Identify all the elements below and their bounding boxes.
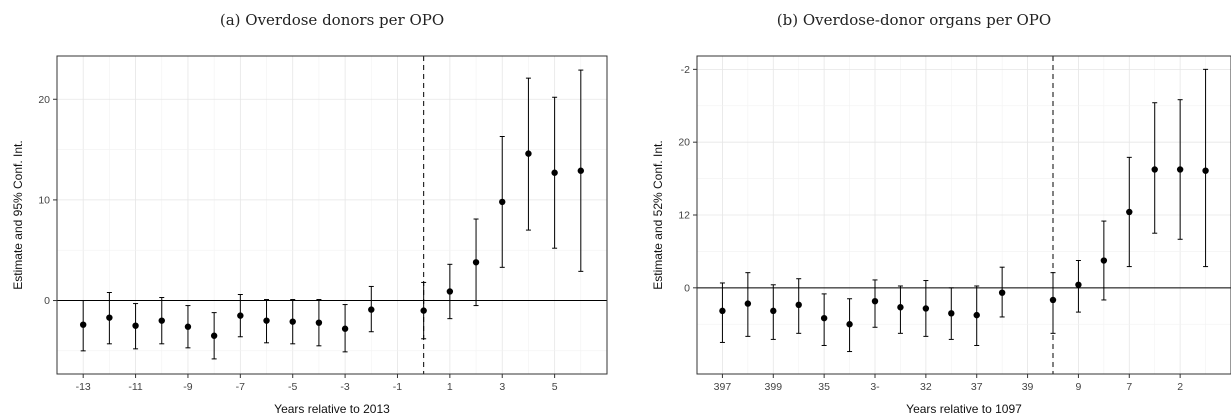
panel-a-title: (a) Overdose donors per OPO	[220, 11, 444, 29]
x-tick-label: 32	[920, 381, 932, 393]
point-estimate	[820, 314, 828, 322]
point-estimate	[998, 289, 1006, 296]
y-tick-label: 20	[38, 94, 50, 106]
point-estimate	[237, 312, 244, 319]
x-tick-label: -9	[183, 381, 192, 393]
point-estimate	[368, 306, 375, 313]
x-tick-label: -13	[76, 381, 91, 393]
point-estimate	[341, 325, 349, 332]
point-estimate	[770, 307, 777, 315]
point-estimate	[1126, 208, 1133, 216]
point-estimate	[744, 300, 752, 307]
point-estimate	[106, 314, 113, 321]
panel-a-marks	[57, 56, 607, 374]
x-tick-label: 399	[765, 381, 783, 393]
x-tick-label: 2	[1177, 381, 1183, 393]
y-tick-label: 10	[38, 194, 50, 206]
point-estimate	[446, 288, 454, 295]
point-estimate	[871, 297, 879, 305]
point-estimate	[525, 150, 532, 157]
point-estimate	[577, 167, 585, 174]
point-estimate	[315, 319, 323, 326]
point-estimate	[846, 321, 853, 328]
panel-a-x-ticks: -13 -11 -9 -7 -5 -3 -1 1 3 5	[76, 374, 558, 393]
panel-b-x-ticks: 397 399 35 3- 32 37 39 9 7 2	[714, 374, 1183, 393]
y-tick-label: 0	[44, 295, 50, 307]
point-estimate	[922, 305, 930, 312]
point-estimate	[1100, 257, 1108, 264]
point-estimate	[1075, 281, 1082, 288]
point-estimate	[948, 310, 955, 317]
x-tick-label: 39	[1022, 381, 1034, 393]
panel-a-y-ticks: 0 10 20	[38, 94, 57, 307]
point-estimate	[1049, 296, 1057, 304]
point-estimate	[158, 317, 165, 324]
x-tick-label: -3	[340, 381, 349, 393]
point-estimate	[1176, 166, 1184, 173]
y-tick-label: -2	[681, 64, 690, 76]
y-tick-label: 12	[678, 210, 690, 222]
y-tick-label: 20	[678, 137, 690, 149]
panel-b-x-axis-title: Years relative to 1097	[906, 402, 1022, 416]
x-tick-label: 37	[971, 381, 983, 393]
point-estimate	[132, 322, 139, 329]
x-tick-label: 3	[499, 381, 505, 393]
panel-b-y-axis-title: Estimate and 52% Conf. Int.	[651, 140, 665, 289]
point-estimate	[184, 323, 192, 330]
x-tick-label: 3-	[870, 381, 880, 393]
point-estimate	[551, 169, 558, 176]
point-estimate	[973, 311, 980, 319]
point-estimate	[1202, 167, 1209, 174]
panel-b-marks	[697, 56, 1231, 374]
x-tick-label: -5	[288, 381, 297, 393]
point-estimate	[719, 307, 726, 315]
point-estimate	[79, 321, 87, 328]
point-estimate	[897, 304, 904, 311]
point-estimate	[499, 198, 506, 206]
y-tick-label: 0	[684, 282, 690, 294]
point-estimate	[472, 259, 480, 266]
panel-a-y-axis-title: Estimate and 95% Conf. Int.	[11, 140, 25, 289]
x-tick-label: -1	[393, 381, 402, 393]
point-estimate	[210, 332, 218, 339]
x-tick-label: -11	[128, 381, 143, 393]
point-estimate	[795, 301, 802, 309]
panel-a-overdose-donors: (a) Overdose donors per OPO -13 -11 -9 -7 -5…	[11, 11, 608, 416]
x-tick-label: 397	[714, 381, 732, 393]
x-tick-label: -7	[236, 381, 245, 393]
point-estimate	[1151, 166, 1158, 173]
panel-a-x-axis-title: Years relative to 2013	[274, 402, 390, 416]
x-tick-label: 35	[818, 381, 830, 393]
x-tick-label: 7	[1126, 381, 1132, 393]
panel-a-plot-frame	[56, 55, 608, 375]
panel-a-plot-area	[57, 56, 607, 374]
point-estimate	[289, 318, 296, 325]
panel-b-title: (b) Overdose-donor organs per OPO	[777, 11, 1051, 29]
x-tick-label: 1	[447, 381, 453, 393]
point-estimate	[420, 307, 427, 314]
panel-b-overdose-donor-organs: (b) Overdose-donor organs per OPO 397 399…	[651, 11, 1231, 416]
x-tick-label: 9	[1076, 381, 1082, 393]
point-estimate	[263, 317, 270, 324]
x-tick-label: 5	[552, 381, 558, 393]
panel-b-y-ticks: 0 12 20 -2	[678, 64, 697, 294]
